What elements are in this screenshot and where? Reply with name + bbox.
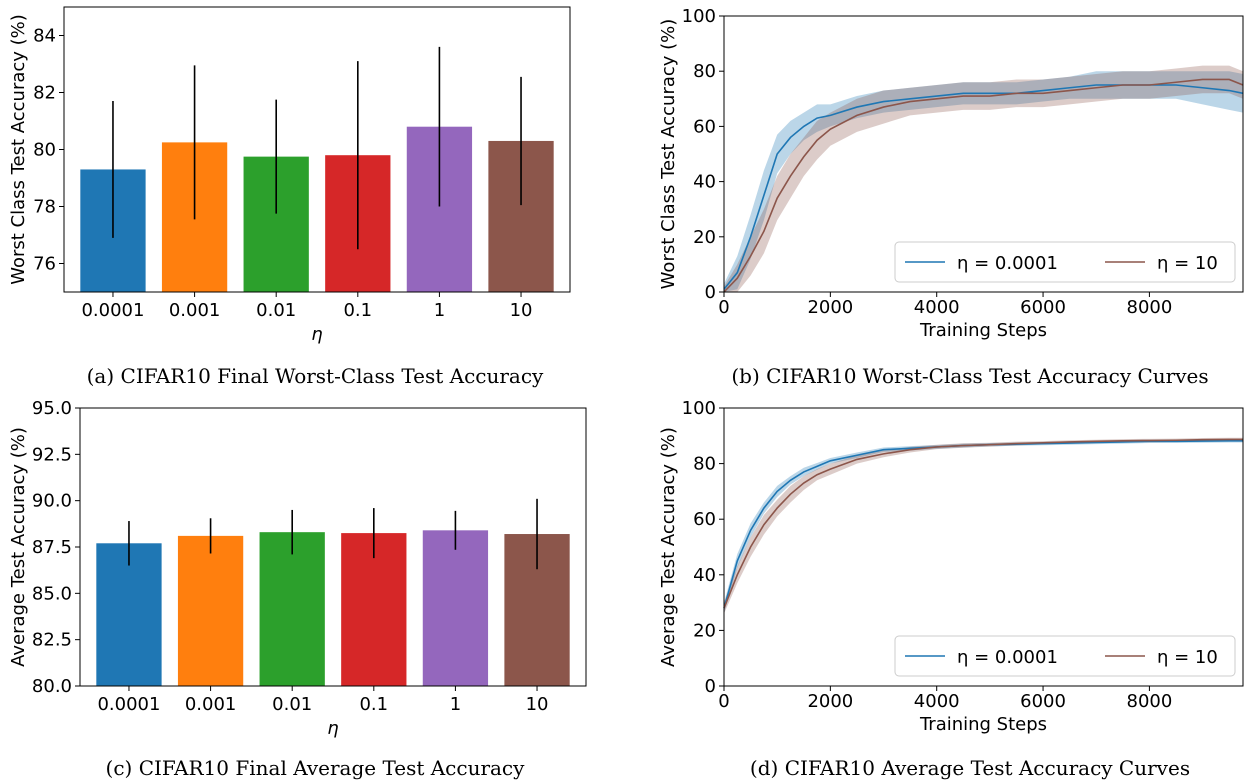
series-line: [723, 78, 1244, 293]
plot-frame: [723, 15, 1244, 293]
x-tick-label: 10: [526, 694, 549, 715]
y-tick-label: 60: [693, 116, 716, 137]
plot-frame: [723, 407, 1244, 687]
plot-frame: [79, 407, 587, 687]
bar: [259, 532, 325, 686]
legend: η = 0.0001 η = 10: [894, 635, 1236, 677]
x-tick-label: 6000: [1020, 297, 1066, 318]
y-axis-label: Average Test Accuracy (%): [8, 427, 29, 667]
series-line: [723, 438, 1243, 609]
y-tick-label: 85.0: [32, 583, 72, 604]
y-axis-label: Average Test Accuracy (%): [658, 427, 679, 667]
y-axis-label: Worst Class Test Accuracy (%): [8, 14, 29, 285]
caption-b: (b) CIFAR10 Worst-Class Test Accuracy Cu…: [731, 364, 1209, 388]
x-tick-label: 4000: [914, 297, 960, 318]
x-tick-label: 2000: [807, 297, 853, 318]
confidence-band: [724, 439, 1243, 614]
x-tick-label: 4000: [914, 691, 960, 712]
confidence-band: [724, 65, 1243, 293]
x-tick-label: 0.0001: [81, 300, 144, 321]
y-tick-label: 60: [693, 509, 716, 530]
confidence-band: [724, 437, 1243, 614]
y-tick-label: 95.0: [32, 398, 72, 419]
y-tick-label: 40: [693, 172, 716, 193]
y-tick-label: 82.5: [32, 630, 72, 651]
x-tick-label: 8000: [1127, 691, 1173, 712]
line-chart-3: 0 2000 4000 6000 8000 0 20 40 60 80 100 Training St…: [658, 398, 1244, 735]
x-tick-label: 0: [718, 691, 729, 712]
y-tick-label: 78: [33, 197, 56, 218]
x-tick-label: 10: [510, 300, 533, 321]
legend-box: [894, 241, 1236, 283]
caption-a: (a) CIFAR10 Final Worst-Class Test Accur…: [86, 364, 544, 388]
x-tick-label: 0.1: [343, 300, 372, 321]
confidence-band: [724, 71, 1243, 292]
x-tick-label: 0.001: [185, 694, 237, 715]
y-tick-label: 90.0: [32, 491, 72, 512]
legend-label: η = 0.0001: [957, 253, 1058, 274]
y-tick-label: 80: [693, 61, 716, 82]
x-tick-label: 0.1: [359, 694, 388, 715]
bar: [341, 533, 407, 686]
y-tick-label: 100: [682, 398, 716, 419]
x-tick-label: 8000: [1127, 297, 1173, 318]
y-tick-label: 76: [33, 254, 56, 275]
x-axis-label: Training Steps: [919, 320, 1047, 341]
y-tick-label: 80: [33, 140, 56, 161]
bar: [177, 535, 244, 686]
x-tick-label: 1: [434, 300, 445, 321]
line-chart-1: 0 2000 4000 6000 8000 0 20 40 60 80 100 Training St…: [658, 6, 1244, 341]
x-tick-label: 0.01: [272, 694, 312, 715]
y-tick-label: 92.5: [32, 444, 72, 465]
y-tick-label: 84: [33, 26, 56, 47]
y-tick-label: 80: [693, 454, 716, 475]
plot-frame: [63, 6, 571, 293]
bar: [96, 543, 162, 686]
legend-label: η = 10: [1157, 253, 1218, 274]
x-axis-label: η: [327, 718, 338, 739]
caption-d: (d) CIFAR10 Average Test Accuracy Curves: [749, 756, 1191, 780]
x-tick-label: 2000: [807, 691, 853, 712]
x-tick-label: 6000: [1020, 691, 1066, 712]
y-tick-label: 80.0: [32, 676, 72, 697]
bar-chart-2: 0.0001 0.001 0.01 0.1 1 10 80.0 82.5 85.0 87.5 90.…: [8, 398, 587, 739]
bar-chart-0: 0.0001 0.001 0.01 0.1 1 10 76 78 80 82 84 η Worst Cl…: [8, 6, 571, 345]
x-axis-label: Training Steps: [919, 714, 1047, 735]
y-tick-label: 20: [693, 620, 716, 641]
y-tick-label: 87.5: [32, 537, 72, 558]
x-tick-label: 0.001: [169, 300, 221, 321]
legend: η = 0.0001 η = 10: [894, 241, 1236, 283]
y-axis-label: Worst Class Test Accuracy (%): [658, 19, 679, 290]
x-tick-label: 0.01: [256, 300, 296, 321]
y-tick-label: 20: [693, 227, 716, 248]
legend-label: η = 10: [1157, 647, 1218, 668]
y-tick-label: 40: [693, 565, 716, 586]
legend-label: η = 0.0001: [957, 647, 1058, 668]
x-tick-label: 0.0001: [97, 694, 160, 715]
bar: [422, 530, 489, 686]
x-tick-label: 1: [450, 694, 461, 715]
legend-box: [894, 635, 1236, 677]
y-tick-label: 0: [705, 282, 716, 303]
y-tick-label: 100: [682, 6, 716, 27]
series-line: [723, 440, 1243, 609]
caption-c: (c) CIFAR10 Final Average Test Accuracy: [105, 756, 525, 780]
y-tick-label: 82: [33, 83, 56, 104]
y-tick-label: 0: [705, 676, 716, 697]
x-tick-label: 0: [718, 297, 729, 318]
x-axis-label: η: [311, 324, 322, 345]
